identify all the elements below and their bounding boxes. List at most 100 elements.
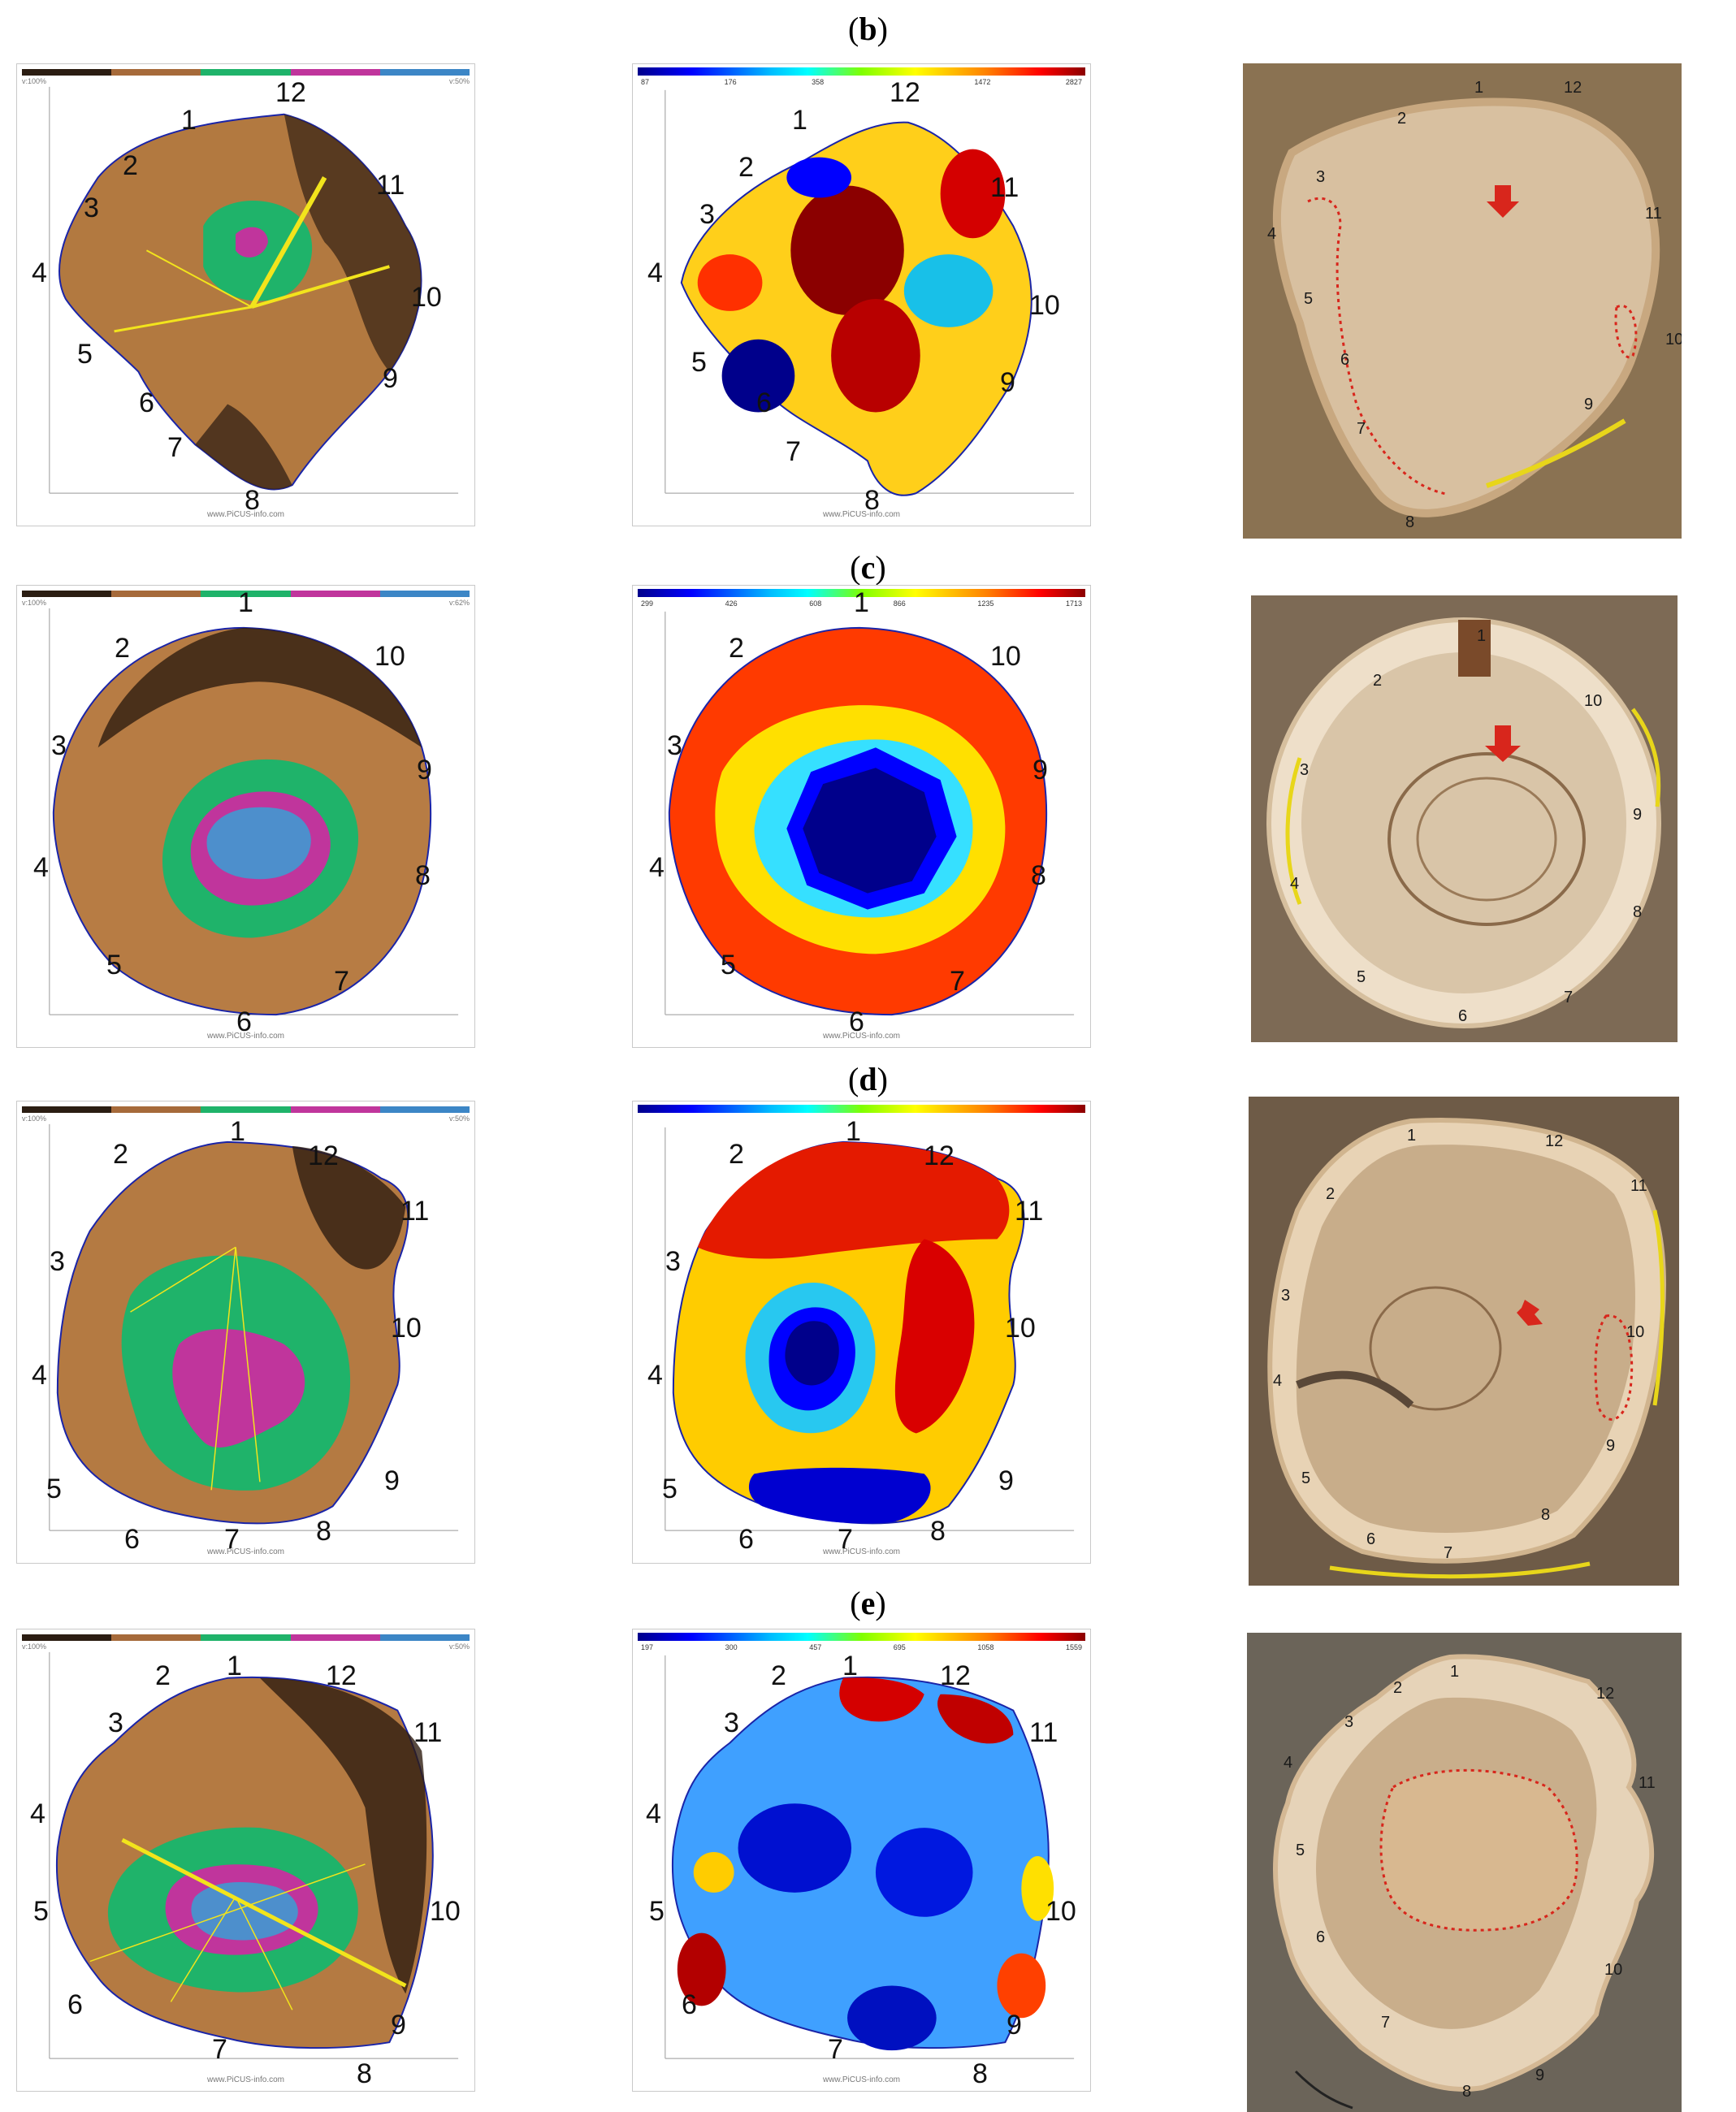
colorbar-tick: 866 xyxy=(893,599,906,608)
credit: www.PiCUS-info.com xyxy=(206,2075,285,2084)
velocity-graphic xyxy=(665,1655,1075,2059)
photo-point-label: 1 xyxy=(1407,1127,1417,1145)
measurement-point-label: 9 xyxy=(384,1465,400,1496)
stump-photo-b: 1 2 3 4 5 6 7 8 9 10 11 12 xyxy=(1243,63,1682,539)
measurement-point-label: 8 xyxy=(357,2058,372,2089)
photo-point-label: 5 xyxy=(1296,1842,1305,1859)
measurement-point-label: 2 xyxy=(771,1660,786,1691)
colorbar-tick: 1713 xyxy=(1065,599,1082,608)
legend-swatch xyxy=(111,591,201,597)
v-right-label: v:50% xyxy=(448,1642,470,1651)
photo-point-label: 5 xyxy=(1304,290,1314,308)
colorbar-tick: 1235 xyxy=(977,599,994,608)
measurement-point-label: 3 xyxy=(699,199,715,230)
legend-swatch xyxy=(111,1634,201,1641)
velocity-graphic xyxy=(665,1127,1075,1531)
photo-point-label: 2 xyxy=(1373,672,1383,690)
measurement-point-label: 8 xyxy=(415,860,431,891)
measurement-point-label: 11 xyxy=(376,170,405,201)
measurement-point-label: 3 xyxy=(665,1246,681,1277)
legend-bar xyxy=(22,1106,470,1113)
photo-point-label: 11 xyxy=(1630,1177,1647,1195)
measurement-point-label: 11 xyxy=(413,1717,443,1748)
colorbar-tick: 457 xyxy=(809,1643,822,1651)
measurement-point-label: 8 xyxy=(972,2058,988,2089)
measurement-point-label: 6 xyxy=(756,387,772,418)
measurement-point-label: 1 xyxy=(846,1116,861,1147)
measurement-point-label: 10 xyxy=(391,1313,422,1344)
photo-point-label: 10 xyxy=(1584,692,1603,710)
measurement-point-label: 3 xyxy=(724,1707,739,1738)
legend-bar xyxy=(22,1634,470,1641)
stump-photo-graphic xyxy=(1251,595,1678,1042)
measurement-point-label: 10 xyxy=(990,641,1021,672)
tomogram-graphic xyxy=(49,86,459,494)
measurement-point-label: 5 xyxy=(33,1896,49,1927)
measurement-point-label: 3 xyxy=(51,730,67,761)
legend-swatch xyxy=(22,1634,112,1641)
measurement-point-label: 5 xyxy=(662,1474,678,1504)
photo-point-label: 7 xyxy=(1444,1544,1453,1562)
colorbar-tick: 608 xyxy=(809,599,822,608)
colorbar-ticks: 299 426 608 866 1235 1713 xyxy=(641,599,1082,609)
legend-swatch xyxy=(201,1634,291,1641)
measurement-point-label: 5 xyxy=(649,1896,665,1927)
measurement-point-label: 9 xyxy=(417,755,432,786)
credit: www.PiCUS-info.com xyxy=(206,1547,285,1556)
measurement-point-label: 3 xyxy=(667,730,682,761)
photo-point-label: 5 xyxy=(1357,968,1366,986)
measurement-point-label: 1 xyxy=(854,587,869,618)
photo-point-label: 6 xyxy=(1366,1530,1376,1548)
legend-swatch xyxy=(379,1634,470,1641)
stump-photo-c: 1 2 3 4 5 6 7 8 9 10 xyxy=(1251,595,1678,1042)
credit: www.PiCUS-info.com xyxy=(822,1032,901,1041)
velocity-colorbar xyxy=(638,589,1085,597)
legend-swatch xyxy=(201,591,291,597)
measurement-point-label: 4 xyxy=(32,258,47,288)
photo-point-label: 6 xyxy=(1458,1007,1468,1025)
photo-point-label: 8 xyxy=(1405,513,1415,531)
colorbar-ticks: 87 176 358 1472 2827 xyxy=(641,78,1082,88)
measurement-point-label: 8 xyxy=(930,1516,946,1547)
measurement-point-label: 2 xyxy=(729,633,744,664)
measurement-point-label: 9 xyxy=(1033,755,1048,786)
measurement-point-label: 6 xyxy=(849,1006,864,1037)
measurement-point-label: 1 xyxy=(238,587,253,618)
photo-point-label: 7 xyxy=(1381,2014,1391,2032)
colorbar-tick: 1058 xyxy=(977,1643,994,1651)
measurement-point-label: 4 xyxy=(33,852,49,883)
colorbar-tick: 426 xyxy=(725,599,738,608)
photo-point-label: 5 xyxy=(1301,1469,1311,1487)
velocity-panel-d: 1 2 3 4 5 6 7 8 9 10 11 12 www.PiCUS-inf… xyxy=(632,1101,1091,1564)
measurement-point-label: 10 xyxy=(1045,1896,1076,1927)
velocity-colorbar xyxy=(638,67,1085,76)
measurement-point-label: 4 xyxy=(647,258,663,288)
measurement-point-label: 6 xyxy=(124,1524,140,1555)
legend-swatch xyxy=(111,1106,201,1113)
velocity-panel-e: 197 300 457 695 1058 1559 1 2 3 4 5 6 7 … xyxy=(632,1629,1091,2092)
stump-photo-e: 1 2 3 4 5 6 7 8 9 10 11 12 xyxy=(1247,1633,1682,2112)
legend-swatch xyxy=(22,69,112,76)
legend-swatch xyxy=(379,1106,470,1113)
measurement-point-label: 9 xyxy=(391,2010,406,2041)
velocity-colorbar xyxy=(638,1105,1085,1113)
colorbar-tick: 176 xyxy=(724,78,737,86)
measurement-point-label: 8 xyxy=(316,1516,331,1547)
legend-bar xyxy=(22,591,470,597)
photo-point-label: 12 xyxy=(1596,1685,1615,1703)
measurement-point-label: 6 xyxy=(139,387,154,418)
measurement-point-label: 7 xyxy=(950,966,965,997)
measurement-point-label: 10 xyxy=(1005,1313,1036,1344)
colorbar-tick: 2827 xyxy=(1065,78,1082,86)
measurement-point-label: 11 xyxy=(990,172,1020,203)
measurement-point-label: 9 xyxy=(998,1465,1014,1496)
measurement-point-label: 2 xyxy=(113,1139,128,1170)
measurement-point-label: 7 xyxy=(334,966,349,997)
measurement-point-label: 4 xyxy=(646,1798,661,1829)
photo-point-label: 2 xyxy=(1326,1185,1336,1203)
measurement-point-label: 9 xyxy=(1007,2010,1022,2041)
measurement-point-label: 1 xyxy=(181,105,197,136)
photo-point-label: 8 xyxy=(1633,903,1643,921)
measurement-point-label: 11 xyxy=(1029,1717,1058,1748)
measurement-point-label: 5 xyxy=(106,950,122,980)
